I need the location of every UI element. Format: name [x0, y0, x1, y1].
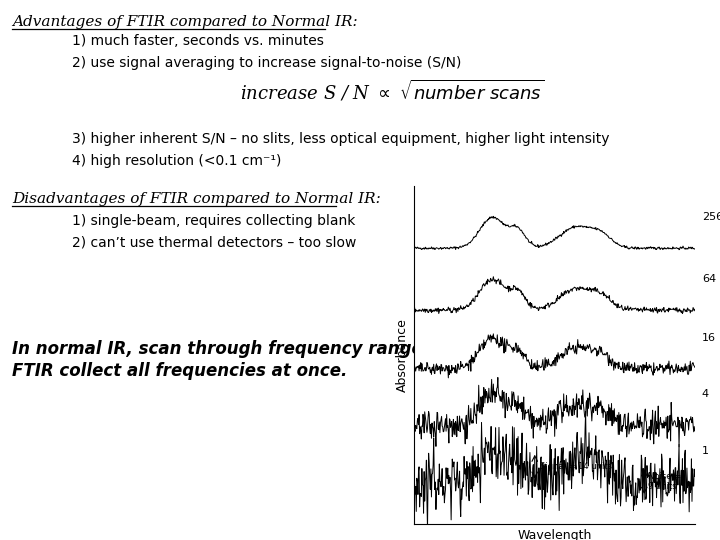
Text: 4: 4	[702, 389, 709, 400]
Text: Signal = 14 units: Signal = 14 units	[540, 462, 612, 471]
Text: 4) high resolution (<0.1 cm⁻¹): 4) high resolution (<0.1 cm⁻¹)	[72, 154, 282, 168]
Text: Advantages of FTIR compared to Normal IR:: Advantages of FTIR compared to Normal IR…	[12, 15, 358, 29]
Text: Noise =
9 units: Noise = 9 units	[649, 472, 682, 491]
Text: 1) much faster, seconds vs. minutes: 1) much faster, seconds vs. minutes	[72, 34, 324, 48]
Text: 2) can’t use thermal detectors – too slow: 2) can’t use thermal detectors – too slo…	[72, 236, 356, 250]
Text: 2) use signal averaging to increase signal-to-noise (S/N): 2) use signal averaging to increase sign…	[72, 56, 462, 70]
Text: 64: 64	[702, 274, 716, 284]
Text: 1) single-beam, requires collecting blank: 1) single-beam, requires collecting blan…	[72, 214, 356, 228]
Text: 1: 1	[702, 446, 708, 456]
Y-axis label: Absorbance: Absorbance	[395, 318, 408, 392]
Text: In normal IR, scan through frequency range.  In: In normal IR, scan through frequency ran…	[12, 340, 459, 358]
Text: 256: 256	[702, 212, 720, 222]
Text: increase S / N $\propto$ $\sqrt{number\ scans}$: increase S / N $\propto$ $\sqrt{number\ …	[240, 78, 544, 103]
Text: FTIR collect all frequencies at once.: FTIR collect all frequencies at once.	[12, 362, 347, 380]
Text: 16: 16	[702, 333, 716, 343]
Text: 3) higher inherent S/N – no slits, less optical equipment, higher light intensit: 3) higher inherent S/N – no slits, less …	[72, 132, 610, 146]
Text: Disadvantages of FTIR compared to Normal IR:: Disadvantages of FTIR compared to Normal…	[12, 192, 381, 206]
X-axis label: Wavelength: Wavelength	[517, 529, 592, 540]
